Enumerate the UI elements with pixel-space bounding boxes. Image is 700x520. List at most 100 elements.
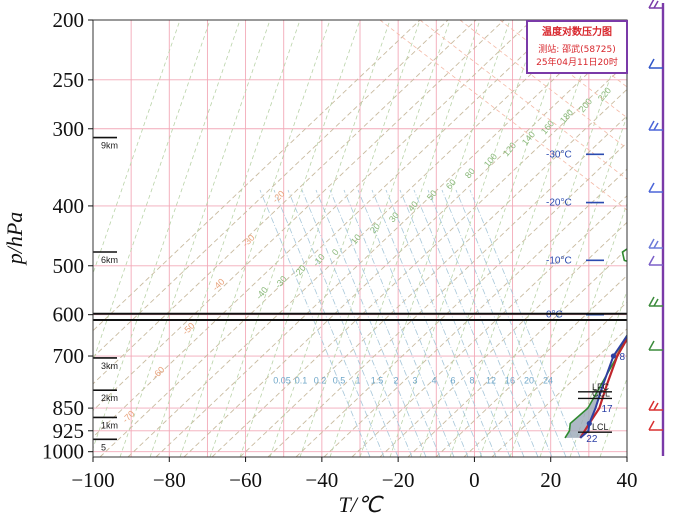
wind-barb-flag [648,0,655,9]
skewed-isotherm [619,20,627,26]
moist-adiabat-label: 10 [349,232,363,246]
dry-adiabat [267,115,627,457]
mixing-ratio-label: 4 [431,375,436,385]
mixing-ratio-line [273,189,385,457]
moist-adiabat [479,27,627,457]
dry-adiabat [435,274,627,457]
mixing-ratio-label: 1.5 [371,375,384,385]
x-tick-label: −40 [305,468,338,492]
isotherm-label: -10°C [546,255,572,266]
isotherm-label: -20°C [546,198,572,209]
dry-adiabat [127,20,589,457]
dry-adiabat [351,195,627,457]
dry-adiabat [93,20,449,358]
temperature-point [586,420,592,427]
dry-adiabat [323,168,627,457]
moist-adiabat [299,20,451,457]
mixing-ratio-label: 0.5 [333,375,346,385]
x-tick-label: −100 [71,468,114,492]
temperature-point [610,353,617,359]
wind-barb-flag [653,240,659,249]
moist-adiabat [239,20,391,457]
height-label: 1km [101,420,118,430]
moist-adiabat [149,20,301,457]
moist-adiabat-label: 30 [387,210,401,224]
mixing-ratio-label: 20 [524,375,534,385]
legend-title: 温度对数压力图 [542,25,612,38]
grid [93,20,700,457]
moist-adiabat-label: 80 [463,166,477,180]
level-label: LFC [592,382,610,392]
skewed-isotherm [379,20,627,211]
dry-adiabat [183,35,627,457]
wind-barb-flag [653,122,659,131]
mixing-ratio-label: 3 [412,375,417,385]
mixing-ratio-line [399,189,511,457]
dry-adiabat [295,141,627,457]
dry-adiabat [463,301,627,457]
moist-adiabat [269,20,421,457]
series-layer [564,203,697,439]
y-tick-label: 600 [53,303,85,327]
dry-adiabat [93,20,505,412]
height-label: 5 [101,442,106,452]
mixing-ratio-line [413,189,525,457]
moist-adiabat [119,20,271,457]
legend-box: 温度对数压力图 测站: 邵武(58725) 25年04月11日20时 [526,20,628,74]
moist-adiabat-label: 20 [368,221,382,235]
moist-adiabat-label: 40 [406,199,420,213]
height-label: 3km [101,361,118,371]
mixing-ratio-label: 6 [450,375,455,385]
skewed-isotherm [660,20,700,220]
x-tick-label: 0 [469,468,480,492]
level-label: LCL [592,422,609,432]
wind-barb-flag [648,238,655,249]
isotherm-label: -30°C [546,149,572,160]
moist-adiabat [93,20,211,363]
skewed-isotherm [419,20,627,180]
height-label: 6km [101,255,118,265]
y-tick-label: 300 [53,117,85,141]
x-tick-label: 40 [617,468,638,492]
mixing-ratio-label: 0.1 [295,375,308,385]
x-tick-label: 20 [540,468,561,492]
mixing-ratio-label: 8 [469,375,474,385]
y-tick-label: 200 [53,8,85,32]
wind-barb-flag [648,420,655,431]
mixing-ratio-label: 24 [543,375,553,385]
mixing-ratio-line [301,189,413,457]
temperature-line [579,334,627,439]
mixing-ratio-label: 1 [355,375,360,385]
y-tick-label: 700 [53,344,85,368]
moist-adiabat [449,20,601,457]
y-tick-label: 925 [53,419,85,443]
y-axis-title: p/hPa [2,212,27,267]
x-tick-label: −80 [153,468,186,492]
x-tick-label: −20 [382,468,415,492]
moist-adiabat [539,202,627,457]
mixing-ratio-label: 2 [393,375,398,385]
moist-adiabat [179,20,331,457]
mixing-ratio-line [427,189,539,457]
wind-barb-flag [648,182,655,193]
wind-barb-flag [653,0,659,9]
parcel-line [579,336,627,439]
y-tick-label: 500 [53,254,85,278]
skewed-isotherm [459,20,627,149]
height-label: 9km [101,141,118,151]
dry-adiabat [379,221,627,457]
wind-barb-flag [653,298,659,307]
mixing-ratio-line [315,189,427,457]
dry-adiabat [239,88,627,457]
wind-barb-flag [653,402,659,411]
temperature-point [692,203,697,208]
legend-station: 测站: 邵武(58725) [538,43,616,55]
mixing-ratio-line [455,189,567,457]
moist-adiabat [569,289,627,457]
mixing-ratio-line [287,189,399,457]
mixing-ratio-line [259,189,371,457]
plot-frame [92,19,628,458]
mixing-ratio-label: 0.2 [314,375,327,385]
